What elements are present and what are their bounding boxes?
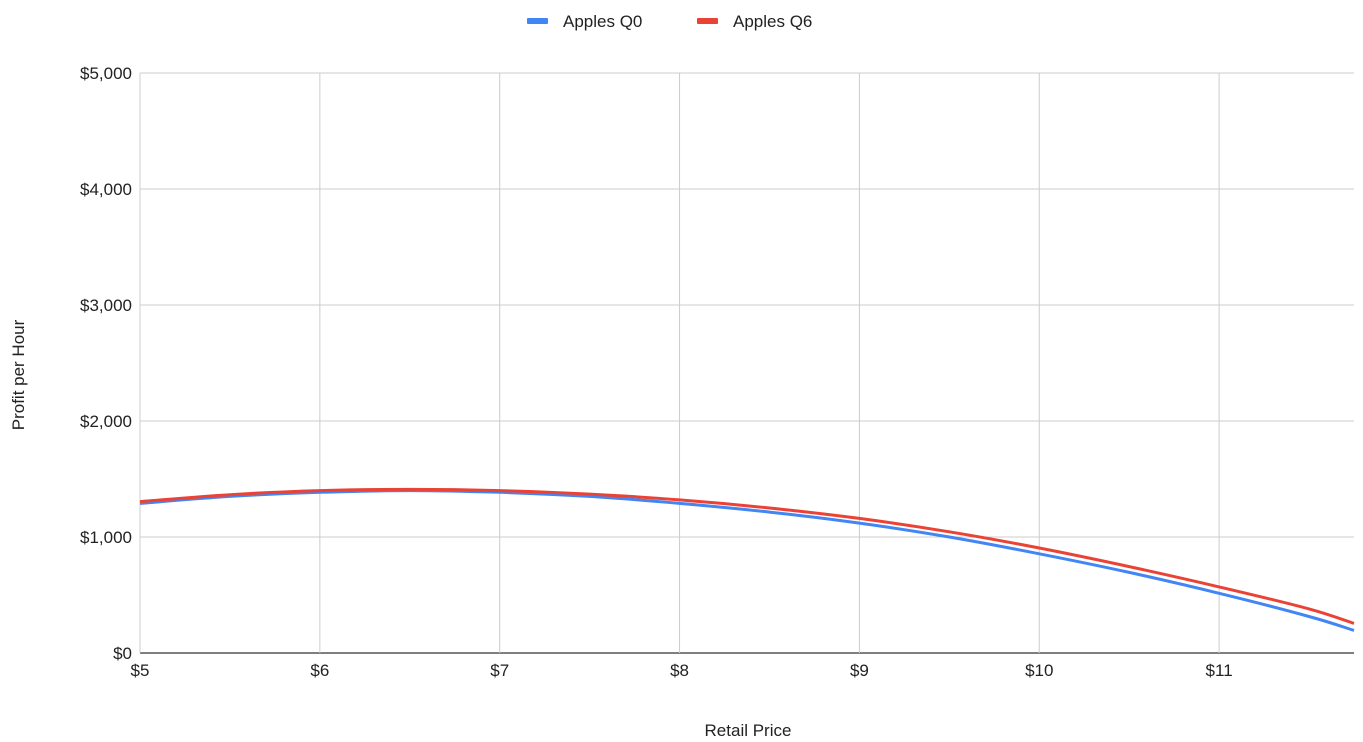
x-tick-label: $6 bbox=[310, 661, 329, 680]
legend-swatch bbox=[527, 18, 548, 24]
x-tick-label: $8 bbox=[670, 661, 689, 680]
series-lines bbox=[139, 487, 1355, 632]
y-tick-label: $3,000 bbox=[80, 296, 132, 315]
x-tick-label: $7 bbox=[490, 661, 509, 680]
y-axis-title: Profit per Hour bbox=[9, 319, 28, 430]
x-tick-label: $9 bbox=[850, 661, 869, 680]
legend: Apples Q0 Apples Q6 bbox=[527, 12, 812, 31]
y-tick-label: $0 bbox=[113, 644, 132, 663]
legend-label: Apples Q0 bbox=[563, 12, 642, 31]
y-axis-ticks: $0 $1,000 $2,000 $3,000 $4,000 $5,000 bbox=[80, 64, 132, 663]
series-line-1 bbox=[139, 489, 1355, 632]
legend-label: Apples Q6 bbox=[733, 12, 812, 31]
x-axis-title: Retail Price bbox=[705, 721, 792, 740]
y-tick-label: $2,000 bbox=[80, 412, 132, 431]
x-tick-label: $11 bbox=[1206, 661, 1233, 680]
x-axis-ticks: $5 $6 $7 $8 $9 $10 $11 bbox=[131, 661, 1233, 680]
series-line-2 bbox=[139, 487, 1355, 625]
grid bbox=[139, 72, 1354, 654]
y-tick-label: $4,000 bbox=[80, 180, 132, 199]
legend-swatch bbox=[697, 18, 718, 24]
x-tick-label: $5 bbox=[131, 661, 150, 680]
y-tick-label: $1,000 bbox=[80, 528, 132, 547]
x-tick-label: $10 bbox=[1025, 661, 1053, 680]
y-tick-label: $5,000 bbox=[80, 64, 132, 83]
